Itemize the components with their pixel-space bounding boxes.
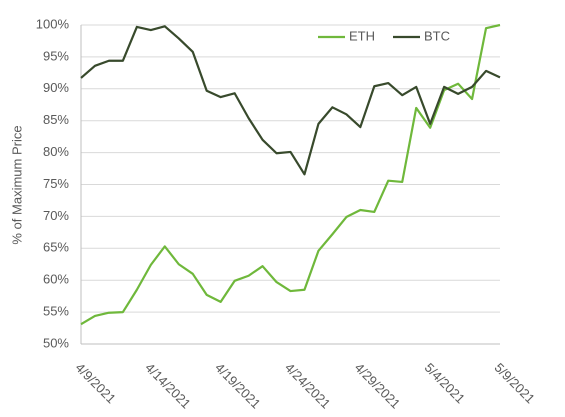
y-tick-label: 95% <box>43 48 69 63</box>
x-tick-label: 4/29/2021 <box>352 360 404 412</box>
y-tick-label: 75% <box>43 176 69 191</box>
y-tick-label: 60% <box>43 272 69 287</box>
x-tick-label: 4/9/2021 <box>72 360 118 406</box>
y-tick-label: 90% <box>43 80 69 95</box>
y-tick-label: 50% <box>43 335 69 350</box>
y-tick-label: 100% <box>36 16 70 31</box>
legend-label: ETH <box>349 28 375 43</box>
series-line <box>80 23 501 326</box>
x-tick-label: 4/24/2021 <box>282 360 334 412</box>
x-tick-label: 5/4/2021 <box>422 360 468 406</box>
x-tick-label: 4/14/2021 <box>142 360 194 412</box>
y-tick-label: 80% <box>43 144 69 159</box>
y-tick-label: 65% <box>43 240 69 255</box>
x-tick-label: 4/19/2021 <box>212 360 264 412</box>
y-axis-label: % of Maximum Price <box>9 125 24 244</box>
legend-label: BTC <box>424 28 450 43</box>
y-tick-label: 55% <box>43 304 69 319</box>
series-line <box>80 25 501 176</box>
x-tick-label: 5/9/2021 <box>491 360 537 406</box>
y-tick-label: 70% <box>43 208 69 223</box>
y-tick-label: 85% <box>43 112 69 127</box>
